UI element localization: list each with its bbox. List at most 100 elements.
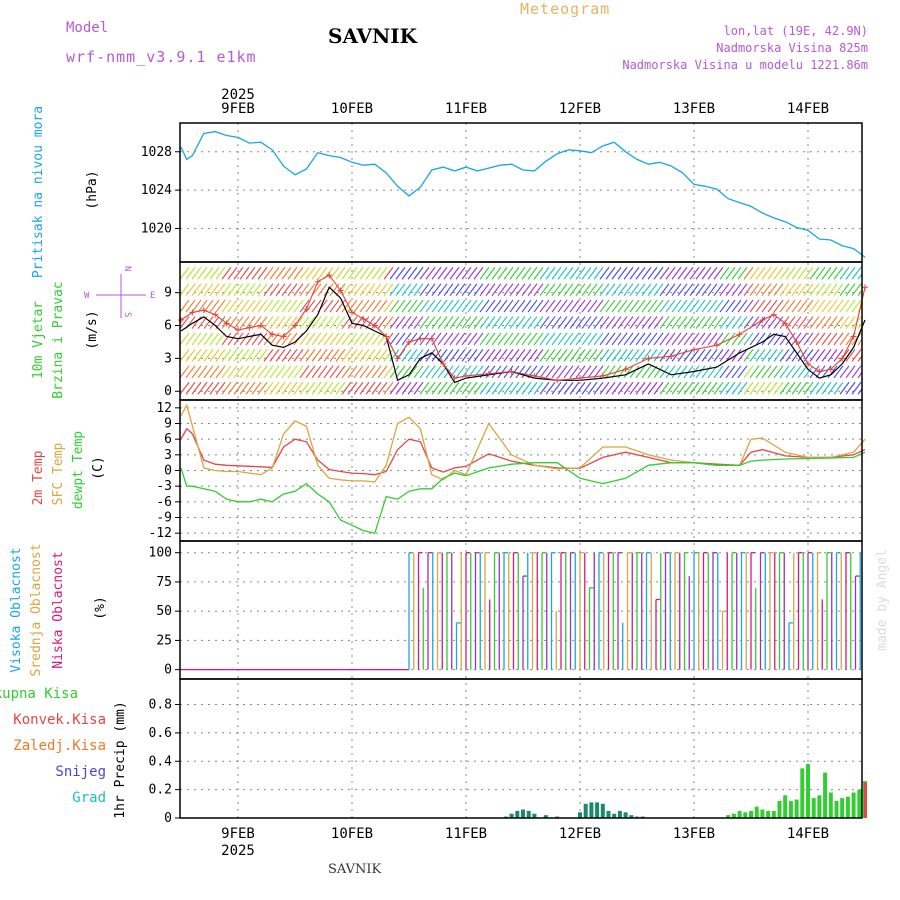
ytick-label: 9 [164,286,172,301]
ytick-label: 0 [164,663,172,678]
wind-gust-point [577,375,583,382]
wind-gust-point [303,306,310,313]
precip-bar [629,815,634,818]
dir-e: E [150,291,155,301]
day-label-top: 9FEB [221,101,255,117]
wind-gust-point [428,335,435,342]
precip-bar [749,810,753,818]
panel-frame-1 [179,261,863,401]
wind-gust-point [622,366,629,373]
wind-gust-point [451,375,458,382]
footer-station: SAVNIK [328,862,382,877]
day-label-top: 12FEB [559,101,601,117]
ytick-label: 9 [164,417,172,432]
ytick-label: 0 [164,464,172,479]
wind-label-2: Brzina i Pravac [51,281,66,398]
ytick-label: 1024 [141,183,172,198]
wind-gust-point [371,322,378,329]
precip-bar [589,802,594,818]
wind-gust-point [862,284,868,291]
wind-gust-point [531,372,538,379]
wind-gust-point [440,360,447,367]
ytick-label: 12 [156,401,172,416]
wind-gust-point [793,338,800,345]
legend-graupel: Grad [72,790,106,806]
ytick-label: 1020 [141,221,172,236]
wind-gust-point [736,331,743,338]
wind-gust-point [713,342,720,349]
wind-gust-point [645,355,652,362]
ytick-label: 6 [164,432,172,447]
precip-bar [783,795,788,818]
ytick-label: 100 [149,546,172,561]
wind-gust-point [257,322,264,329]
wind-gust-point [485,370,492,377]
precip-bar [743,812,748,818]
wind-gust-point [463,372,469,379]
ytick-label: -6 [156,495,172,510]
wind-label-1: 10m Vjetar [31,301,46,379]
altitude-label: Nadmorska Visina 825m [716,41,868,55]
precip-bar [532,813,537,818]
day-label-top: 11FEB [445,101,487,117]
model-name: wrf-nmm_v3.9.1 e1km [66,48,257,66]
wind-gust-point [314,278,321,285]
precip-bar [509,813,514,818]
wind-gust-point [839,355,846,362]
precip-bar [606,810,611,818]
wind-gust-point [269,331,276,338]
precip-bar [737,810,742,818]
pressure-label: Pritisak na nivou mora [31,106,46,278]
wind-gust-point [383,333,390,340]
cloud-bars [408,552,861,670]
wind-gust-point [212,311,219,318]
panel-frame-2 [179,399,863,542]
sfctemp-label: SFC Temp [51,443,66,506]
wind-gust-point [406,338,412,345]
precip-bar [777,800,782,818]
ytick-label: 0 [164,384,172,399]
day-label-bottom: 10FEB [331,826,373,842]
dewpt-line [180,451,866,534]
year-bottom: 2025 [221,843,255,859]
dewpt-label: dewpt Temp [71,431,86,509]
precip-bar [623,812,628,818]
precip-bar [612,813,617,818]
ytick-label: 3 [164,448,172,463]
mid-cloud-label: Srednja Oblacnost [29,543,44,676]
precip-bar [617,810,622,818]
dir-s: S [122,312,132,317]
precip-bar [788,800,793,818]
ytick-label: -3 [156,479,172,494]
day-label-top: 14FEB [787,101,829,117]
panel-frame-0 [179,122,863,263]
precip-bar [811,798,816,818]
ytick-label: 0.4 [149,754,173,769]
precip-bar [800,768,805,818]
legend-convective: Konvek.Kisa [13,712,106,728]
model-label: Model [66,20,109,36]
precip-bar [726,815,731,818]
ytick-label: 6 [164,319,172,334]
precip-bar [766,810,771,818]
wind-gust-point [360,315,367,322]
wind-gust-point [280,333,287,340]
wind-gust-point [668,353,675,360]
wind-gust-point [691,346,697,353]
precip-bar [845,796,850,818]
meteogram-title: Meteogram [520,0,611,18]
precip-bar [515,810,520,818]
precip-bar [834,800,839,818]
dir-n: N [122,266,132,271]
precip-bar [521,809,525,818]
precip-bar [857,789,862,818]
wind-gust-point [827,366,834,373]
wind-gust-point [782,320,789,327]
wind-gust-point [816,368,823,375]
precip-bar [595,802,600,818]
precip-bar [543,815,548,818]
precip-legend: Ukupna Kisa Konvek.Kisa Zaledj.Kisa Snij… [0,686,106,806]
ytick-label: 25 [156,633,172,648]
day-label-bottom: 9FEB [221,826,255,842]
